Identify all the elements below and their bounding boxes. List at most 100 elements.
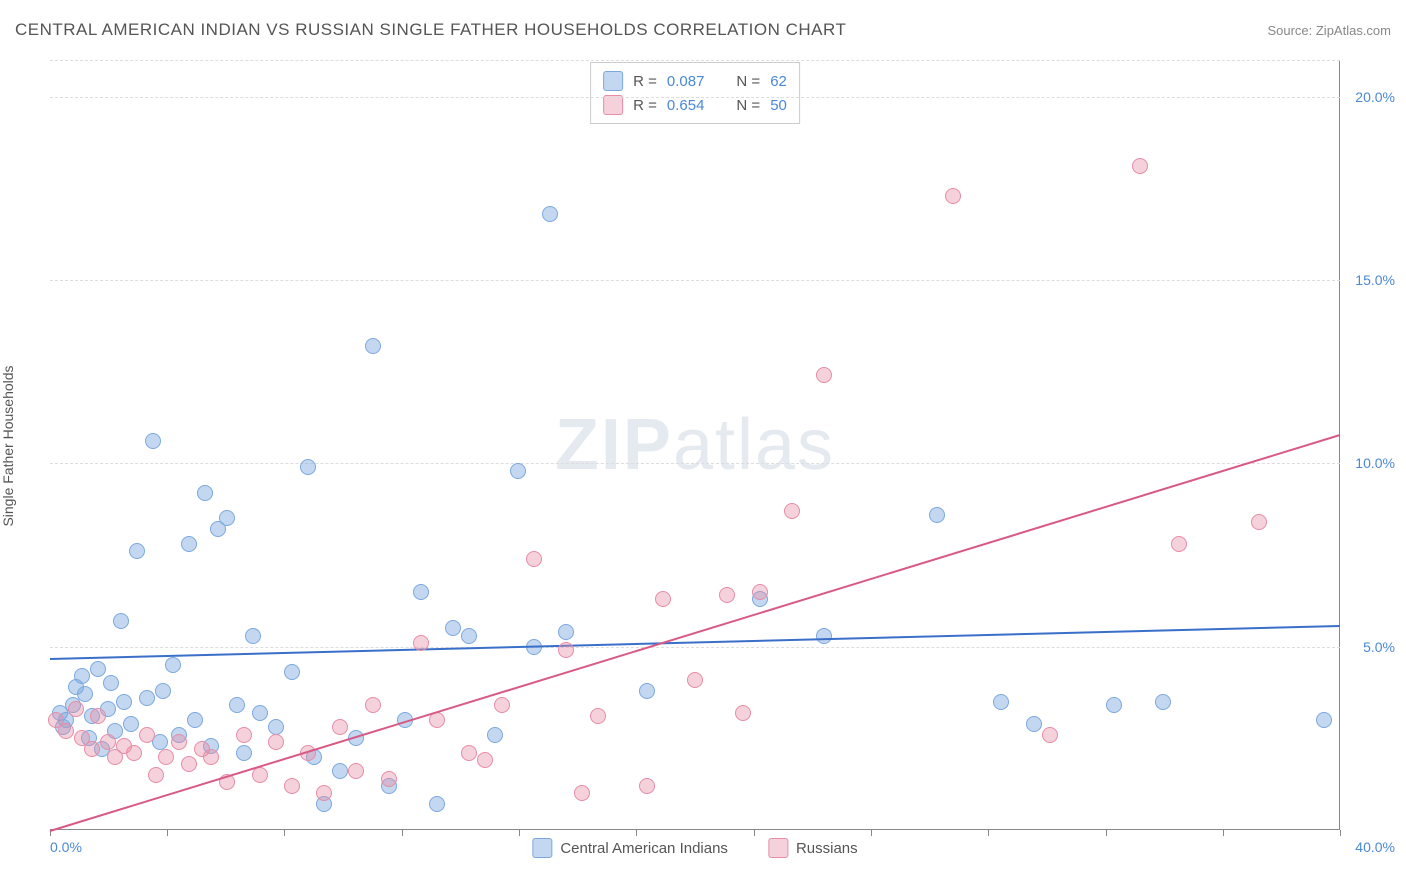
data-point bbox=[284, 778, 300, 794]
data-point bbox=[229, 697, 245, 713]
data-point bbox=[268, 719, 284, 735]
data-point bbox=[145, 433, 161, 449]
data-point bbox=[816, 628, 832, 644]
data-point bbox=[245, 628, 261, 644]
data-point bbox=[429, 796, 445, 812]
data-point bbox=[413, 584, 429, 600]
stats-row: R =0.087N =62 bbox=[603, 69, 787, 93]
gridline bbox=[50, 463, 1340, 464]
data-point bbox=[752, 584, 768, 600]
x-tick bbox=[402, 830, 403, 836]
data-point bbox=[332, 719, 348, 735]
data-point bbox=[1316, 712, 1332, 728]
data-point bbox=[1026, 716, 1042, 732]
x-tick-label: 0.0% bbox=[50, 839, 82, 855]
data-point bbox=[1171, 536, 1187, 552]
x-tick bbox=[988, 830, 989, 836]
data-point bbox=[445, 620, 461, 636]
data-point bbox=[365, 338, 381, 354]
data-point bbox=[165, 657, 181, 673]
legend-label: Central American Indians bbox=[560, 840, 728, 857]
x-tick bbox=[1340, 830, 1341, 836]
data-point bbox=[413, 635, 429, 651]
data-point bbox=[181, 756, 197, 772]
chart-header: CENTRAL AMERICAN INDIAN VS RUSSIAN SINGL… bbox=[15, 20, 1391, 40]
stats-legend-box: R =0.087N =62R =0.654N =50 bbox=[590, 62, 800, 124]
x-axis-line bbox=[50, 829, 1340, 830]
data-point bbox=[461, 628, 477, 644]
x-tick bbox=[871, 830, 872, 836]
chart-title: CENTRAL AMERICAN INDIAN VS RUSSIAN SINGL… bbox=[15, 20, 846, 40]
data-point bbox=[639, 683, 655, 699]
gridline bbox=[50, 97, 1340, 98]
legend-label: Russians bbox=[796, 840, 858, 857]
data-point bbox=[487, 727, 503, 743]
data-point bbox=[639, 778, 655, 794]
data-point bbox=[687, 672, 703, 688]
data-point bbox=[461, 745, 477, 761]
y-tick-label: 5.0% bbox=[1363, 639, 1395, 655]
x-tick bbox=[167, 830, 168, 836]
data-point bbox=[187, 712, 203, 728]
data-point bbox=[129, 543, 145, 559]
data-point bbox=[735, 705, 751, 721]
legend-swatch bbox=[603, 71, 623, 91]
data-point bbox=[158, 749, 174, 765]
y-axis-line bbox=[1339, 60, 1340, 830]
watermark: ZIPatlas bbox=[555, 404, 835, 486]
legend-item: Central American Indians bbox=[532, 838, 728, 858]
data-point bbox=[77, 686, 93, 702]
data-point bbox=[74, 668, 90, 684]
trend-line bbox=[50, 625, 1340, 660]
data-point bbox=[219, 510, 235, 526]
data-point bbox=[252, 705, 268, 721]
data-point bbox=[316, 785, 332, 801]
y-tick-label: 10.0% bbox=[1355, 455, 1395, 471]
data-point bbox=[126, 745, 142, 761]
x-tick bbox=[519, 830, 520, 836]
data-point bbox=[171, 734, 187, 750]
data-point bbox=[68, 701, 84, 717]
series-legend: Central American Indians Russians bbox=[532, 838, 857, 858]
data-point bbox=[123, 716, 139, 732]
data-point bbox=[100, 734, 116, 750]
data-point bbox=[139, 727, 155, 743]
data-point bbox=[929, 507, 945, 523]
data-point bbox=[655, 591, 671, 607]
chart-source: Source: ZipAtlas.com bbox=[1267, 23, 1391, 38]
y-tick-label: 20.0% bbox=[1355, 89, 1395, 105]
data-point bbox=[558, 624, 574, 640]
data-point bbox=[526, 551, 542, 567]
data-point bbox=[284, 664, 300, 680]
legend-swatch bbox=[603, 95, 623, 115]
trend-line bbox=[50, 434, 1341, 832]
x-tick bbox=[636, 830, 637, 836]
data-point bbox=[113, 613, 129, 629]
data-point bbox=[784, 503, 800, 519]
scatter-plot: ZIPatlas R =0.087N =62R =0.654N =50 Cent… bbox=[50, 60, 1340, 830]
data-point bbox=[542, 206, 558, 222]
data-point bbox=[236, 727, 252, 743]
data-point bbox=[348, 763, 364, 779]
data-point bbox=[510, 463, 526, 479]
y-tick-label: 15.0% bbox=[1355, 272, 1395, 288]
data-point bbox=[203, 749, 219, 765]
data-point bbox=[558, 642, 574, 658]
data-point bbox=[494, 697, 510, 713]
x-tick bbox=[1106, 830, 1107, 836]
data-point bbox=[90, 661, 106, 677]
x-tick-label: 40.0% bbox=[1355, 839, 1395, 855]
data-point bbox=[477, 752, 493, 768]
data-point bbox=[574, 785, 590, 801]
data-point bbox=[365, 697, 381, 713]
data-point bbox=[1155, 694, 1171, 710]
data-point bbox=[268, 734, 284, 750]
data-point bbox=[90, 708, 106, 724]
legend-item: Russians bbox=[768, 838, 858, 858]
y-axis-label: Single Father Households bbox=[0, 365, 16, 526]
data-point bbox=[139, 690, 155, 706]
x-tick bbox=[1223, 830, 1224, 836]
legend-swatch bbox=[768, 838, 788, 858]
legend-swatch bbox=[532, 838, 552, 858]
data-point bbox=[236, 745, 252, 761]
